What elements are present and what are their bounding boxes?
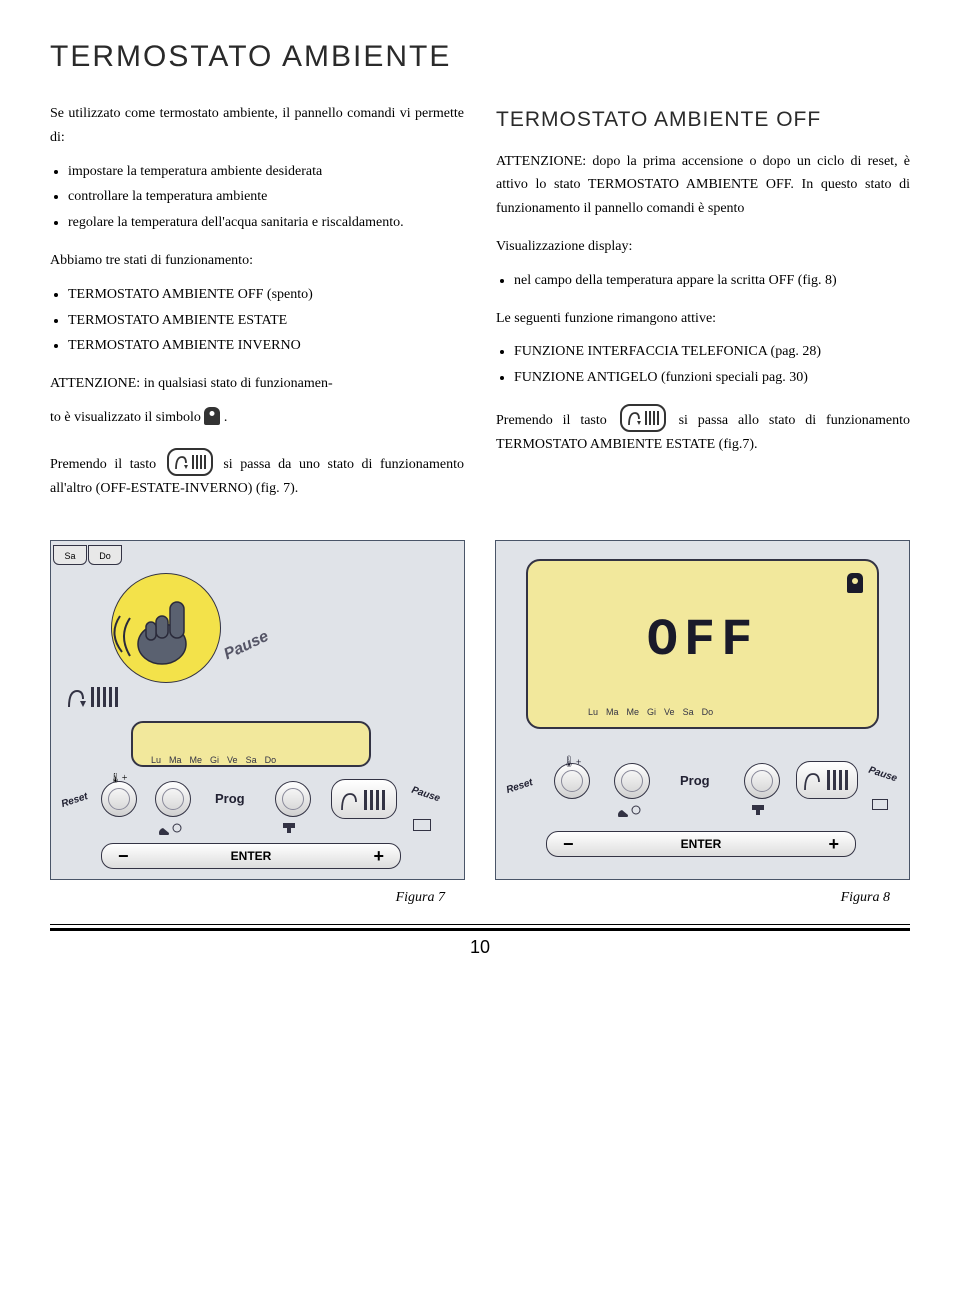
moon-sun-icon [618,803,644,817]
day-me: Me [190,755,203,765]
day-gi: Gi [647,707,656,717]
page-number: 10 [50,928,910,958]
figure-8: OFF Lu Ma Me Gi Ve Sa Do Reset 🌡+ [495,540,910,906]
viz-label: Visualizzazione display: [496,235,910,259]
day-tabs: Sa Do [53,545,122,565]
figures-row: Sa Do Pause [50,540,910,906]
day-sa: Sa [246,755,257,765]
list-item: impostare la temperatura ambiente deside… [68,160,464,184]
pause-label-top: Pause [221,628,271,664]
right-column: TERMOSTATO AMBIENTE OFF ATTENZIONE: dopo… [496,102,910,510]
two-column-body: Se utilizzato come termostato ambiente, … [50,102,910,510]
svg-text:🌡+: 🌡+ [109,773,128,783]
day-do: Do [265,755,277,765]
day-do: Do [702,707,714,717]
day-ve: Ve [227,755,238,765]
fig7-caption: Figura 7 [396,890,465,906]
states-list: TERMOSTATO AMBIENTE OFF (spento) TERMOST… [50,283,464,358]
states-intro: Abbiamo tre stati di funzionamento: [50,249,464,273]
list-item: TERMOSTATO AMBIENTE OFF (spento) [68,283,464,307]
enter-bar-8[interactable]: − ENTER + [546,831,856,857]
section-heading: TERMOSTATO AMBIENTE OFF [496,102,910,138]
day-lu: Lu [588,707,598,717]
pointer-hand-icon [112,574,222,684]
press-text-right: Premendo il tasto si passa allo stato di… [496,404,910,457]
left-column: Se utilizzato come termostato ambiente, … [50,102,464,510]
panel-fig7: Sa Do Pause [50,540,465,880]
day-ma: Ma [169,755,182,765]
stop-icon [413,819,431,831]
page-title: TERMOSTATO AMBIENTE [50,40,910,74]
temp-icon: 🌡+ [109,773,129,783]
mode-button-icon [620,404,666,432]
feature-list: impostare la temperatura ambiente deside… [50,160,464,235]
radiator-icon [65,681,123,713]
moon-sun-icon [159,821,185,835]
knob-moon[interactable] [155,781,191,817]
tap-icon [279,821,305,835]
knob-tap-8[interactable] [744,763,780,799]
knob-tap[interactable] [275,781,311,817]
remain-label: Le seguenti funzione rimangono attive: [496,307,910,331]
day-strip-8: Lu Ma Me Gi Ve Sa Do [588,707,713,717]
highlight-circle [111,573,221,683]
day-me: Me [627,707,640,717]
day-strip: Lu Ma Me Gi Ve Sa Do [151,755,276,765]
pause-label-bottom: Pause [410,785,441,805]
viz-list: nel campo della temperatura appare la sc… [496,269,910,293]
prog-label-8[interactable]: Prog [680,773,710,788]
pause-label-8: Pause [867,765,898,785]
lcd-display-big: OFF Lu Ma Me Gi Ve Sa Do [526,559,879,729]
tab-do: Do [88,545,122,565]
lcd-display: Lu Ma Me Gi Ve Sa Do [131,721,371,767]
off-text: OFF [528,611,877,670]
day-ma: Ma [606,707,619,717]
figure-7: Sa Do Pause [50,540,465,906]
list-item: FUNZIONE ANTIGELO (funzioni speciali pag… [514,366,910,390]
thermostat-icon [204,407,220,425]
reset-label-8: Reset [505,777,534,796]
press-text: Premendo il tasto si passa da uno stato … [50,448,464,501]
day-sa: Sa [683,707,694,717]
enter-label-8[interactable]: ENTER [681,837,722,851]
remain-list: FUNZIONE INTERFACCIA TELEFONICA (pag. 28… [496,340,910,390]
list-item: controllare la temperatura ambiente [68,185,464,209]
minus-icon[interactable]: − [118,846,129,867]
list-item: TERMOSTATO AMBIENTE ESTATE [68,309,464,333]
list-item: regolare la temperatura dell'acqua sanit… [68,211,464,235]
list-item: nel campo della temperatura appare la sc… [514,269,910,293]
day-gi: Gi [210,755,219,765]
minus-icon[interactable]: − [563,834,574,855]
radiator-button-8[interactable] [796,761,858,799]
plus-icon[interactable]: + [828,834,839,855]
day-lu: Lu [151,755,161,765]
tap-icon [748,803,774,817]
tab-sa: Sa [53,545,87,565]
panel-fig8: OFF Lu Ma Me Gi Ve Sa Do Reset 🌡+ [495,540,910,880]
list-item: TERMOSTATO AMBIENTE INVERNO [68,334,464,358]
intro-text: Se utilizzato come termostato ambiente, … [50,102,464,150]
enter-label[interactable]: ENTER [231,849,272,863]
enter-bar[interactable]: − ENTER + [101,843,401,869]
thermostat-icon [847,573,863,593]
fig8-caption: Figura 8 [841,890,910,906]
attention-off: ATTENZIONE: dopo la prima accensione o d… [496,150,910,221]
day-ve: Ve [664,707,675,717]
reset-label: Reset [60,791,89,810]
mode-button-icon [167,448,213,476]
attention-text: ATTENZIONE: in qualsiasi stato di funzio… [50,372,464,396]
knob-moon-8[interactable] [614,763,650,799]
attention-line2: to è visualizzato il simbolo . [50,406,464,430]
plus-icon[interactable]: + [373,846,384,867]
list-item: FUNZIONE INTERFACCIA TELEFONICA (pag. 28… [514,340,910,364]
radiator-button[interactable] [331,779,397,819]
prog-label[interactable]: Prog [215,791,245,806]
stop-icon [872,799,888,810]
knob-temp[interactable] [101,781,137,817]
knob-temp-8[interactable] [554,763,590,799]
